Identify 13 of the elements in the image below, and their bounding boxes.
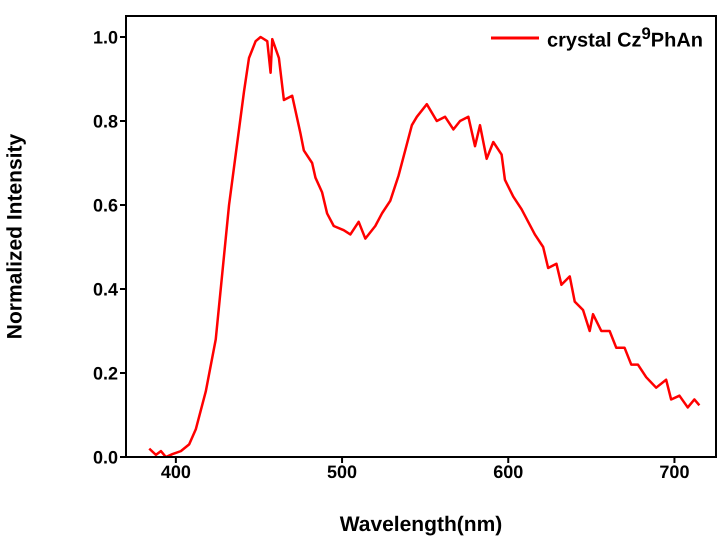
x-tick-label: 500 [327, 462, 358, 482]
x-tick-label: 700 [659, 462, 690, 482]
y-tick-label: 1.0 [92, 27, 118, 48]
y-tick-label: 0.0 [92, 447, 118, 468]
y-tick-label: 0.8 [92, 111, 118, 132]
y-tick-label: 0.4 [92, 279, 118, 300]
x-axis-title: Wavelength(nm) [340, 513, 502, 536]
y-tick-label: 0.2 [92, 363, 118, 384]
x-tick-label: 400 [160, 462, 191, 482]
x-tick-label: 600 [493, 462, 524, 482]
legend-label: crystal Cz$^{9}$PhAn [547, 24, 703, 53]
y-tick-label: 0.6 [92, 195, 118, 216]
y-axis-title: Normalized Intensity [3, 134, 26, 340]
